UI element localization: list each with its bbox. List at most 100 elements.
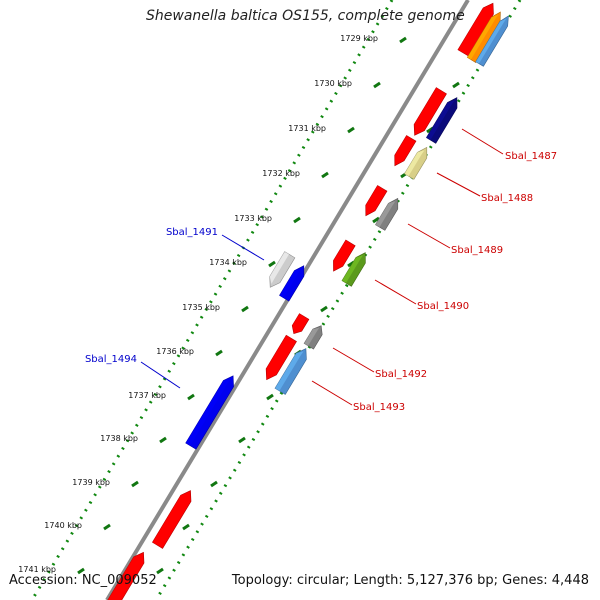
gene-arrow[interactable]	[107, 551, 145, 600]
gene-label: Sbal_1488	[481, 193, 533, 204]
gene-arrow-highlight	[304, 327, 320, 346]
ruler-tick-mark	[321, 171, 329, 179]
callout-leader-line	[374, 279, 417, 305]
gene-arrow[interactable]	[291, 313, 310, 334]
gene-arrow[interactable]	[274, 348, 307, 395]
gene-arrow[interactable]	[375, 197, 399, 231]
gene-arrow-highlight	[107, 555, 142, 600]
gene-arrow-body	[413, 87, 447, 136]
gene-arrow[interactable]	[333, 239, 356, 272]
gene-arrow-highlight	[365, 185, 382, 213]
ruler-tick-mark	[373, 81, 381, 89]
genome-summary-text: Topology: circular; Length: 5,127,376 bp…	[231, 573, 589, 588]
gene-label: Sbal_1491	[166, 227, 218, 238]
ruler-tick: 1731 kbp	[288, 124, 434, 134]
ruler-tick-mark	[268, 260, 276, 268]
gene-arrow[interactable]	[341, 252, 366, 287]
gene-arrow[interactable]	[151, 490, 192, 549]
ruler-tick: 1730 kbp	[314, 79, 460, 89]
gene-arrow-highlight	[266, 335, 291, 377]
callout-leader-line	[221, 234, 265, 261]
gene-arrow[interactable]	[303, 325, 323, 350]
reverse-ruler-tick-mark	[238, 436, 246, 444]
callout-leader-line	[311, 380, 353, 406]
gene-arrow[interactable]	[269, 251, 296, 288]
ruler-tick: 1737 kbp	[128, 391, 274, 401]
gene-arrow-highlight	[475, 18, 507, 64]
gene-arrow[interactable]	[413, 87, 447, 136]
ruler-tick: 1733 kbp	[234, 214, 380, 224]
gene-arrow-highlight	[185, 378, 231, 446]
gene-callout[interactable]: Sbal_1492	[332, 347, 427, 380]
gene-callout[interactable]: Sbal_1493	[311, 380, 405, 413]
ruler-tick: 1739 kbp	[72, 478, 218, 488]
dotted-track-lines	[30, 0, 522, 600]
gene-callout[interactable]: Sbal_1491	[166, 227, 265, 261]
gene-arrow[interactable]	[394, 135, 417, 167]
ruler-tick-label: 1732 kbp	[262, 169, 300, 178]
ruler-tick-mark	[131, 480, 139, 488]
gene-arrow[interactable]	[279, 265, 305, 302]
gene-label: Sbal_1494	[85, 354, 137, 365]
ruler-tick-label: 1737 kbp	[128, 391, 166, 400]
gene-callout[interactable]: Sbal_1488	[436, 172, 533, 204]
ruler-tick-mark	[103, 523, 111, 531]
gene-arrow[interactable]	[185, 375, 234, 450]
callout-leader-line	[436, 172, 481, 197]
gene-arrow-highlight	[414, 87, 441, 132]
gene-callout[interactable]: Sbal_1487	[461, 128, 557, 162]
ruler-tick-mark	[187, 393, 195, 401]
gene-callout[interactable]: Sbal_1489	[407, 223, 503, 256]
ruler-ticks: 1729 kbp 1730 kbp 1731 kbp 1732 kbp 1733 kbp…	[18, 34, 486, 575]
reverse-ruler-tick-mark	[452, 81, 460, 89]
gene-arrow-highlight	[333, 240, 350, 268]
ruler-tick: 1732 kbp	[262, 169, 408, 179]
ruler-tick-label: 1733 kbp	[234, 214, 272, 223]
ruler-tick-mark	[77, 567, 85, 575]
gene-arrow[interactable]	[475, 15, 509, 67]
gene-arrow-highlight	[375, 201, 396, 228]
ruler-tick-mark	[399, 36, 407, 44]
ruler-tick-label: 1740 kbp	[44, 521, 82, 530]
map-title: Shewanella baltica OS155, complete genom…	[146, 8, 465, 24]
ruler-tick: 1741 kbp	[18, 565, 164, 575]
gene-arrow-body	[265, 334, 297, 381]
reverse-ruler-tick-mark	[156, 567, 164, 575]
callout-leader-line	[140, 361, 181, 389]
reverse-ruler-tick-mark	[320, 305, 328, 313]
ruler-tick-label: 1738 kbp	[100, 434, 138, 443]
ruler-tick-label: 1729 kbp	[340, 34, 378, 43]
gene-label-callouts: Sbal_1487 Sbal_1488 Sbal_1489 Sbal_1490 Sbal…	[85, 128, 557, 413]
ruler-tick-label: 1739 kbp	[72, 478, 110, 487]
gene-arrow-highlight	[269, 251, 289, 284]
ruler-tick-label: 1741 kbp	[18, 565, 56, 574]
gene-arrow[interactable]	[457, 2, 494, 57]
ruler-tick-label: 1735 kbp	[182, 303, 220, 312]
ruler-tick-mark	[215, 349, 223, 357]
gene-arrow[interactable]	[466, 11, 501, 64]
gene-callout[interactable]: Sbal_1490	[374, 279, 469, 312]
ruler-tick: 1735 kbp	[182, 303, 328, 313]
ruler-tick-label: 1731 kbp	[288, 124, 326, 133]
ruler-tick-label: 1730 kbp	[314, 79, 352, 88]
reverse-ruler-tick-mark	[266, 393, 274, 401]
ruler-tick: 1738 kbp	[100, 434, 246, 444]
gene-arrow[interactable]	[425, 97, 458, 144]
ruler-tick: 1740 kbp	[44, 521, 190, 531]
ruler-tick-mark	[159, 436, 167, 444]
gene-arrow[interactable]	[404, 146, 428, 180]
gene-label: Sbal_1487	[505, 151, 557, 162]
accession-text: Accession: NC_009052	[9, 573, 157, 588]
gene-features	[107, 2, 509, 600]
gene-arrow-highlight	[426, 100, 455, 140]
gene-arrow-highlight	[279, 268, 302, 298]
callout-leader-line	[407, 223, 451, 249]
gene-arrow[interactable]	[365, 185, 388, 217]
ruler-tick-label: 1734 kbp	[209, 258, 247, 267]
gene-callout[interactable]: Sbal_1494	[85, 354, 181, 389]
gene-arrow-highlight	[404, 150, 425, 177]
reverse-ruler-tick-mark	[372, 216, 380, 224]
gene-arrow[interactable]	[265, 334, 297, 381]
